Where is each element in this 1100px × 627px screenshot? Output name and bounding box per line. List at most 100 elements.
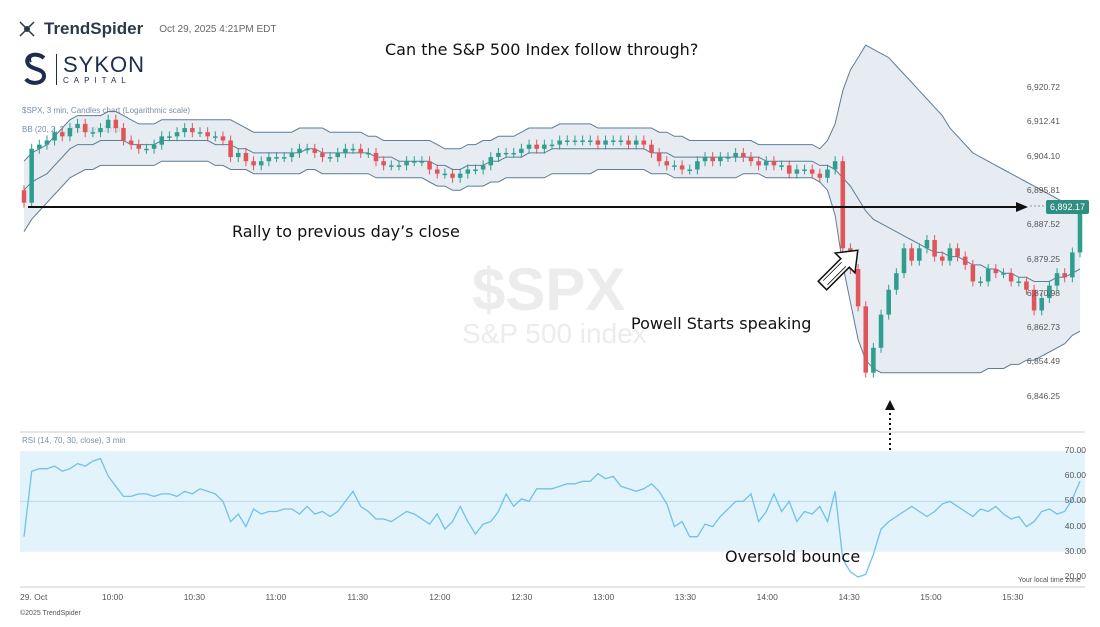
candle (886, 289, 891, 315)
candle (411, 161, 417, 163)
candle (679, 165, 685, 170)
x-tick-label: 12:30 (511, 592, 533, 602)
timestamp: Oct 29, 2025 4:21PM EDT (159, 23, 277, 35)
candle (450, 173, 455, 178)
candle (144, 148, 149, 151)
candle (82, 123, 88, 133)
candle (21, 190, 27, 203)
candle (603, 140, 608, 145)
y-tick-label: 6,870.98 (1026, 287, 1060, 298)
candle (404, 161, 409, 166)
candle (434, 169, 440, 174)
candle (718, 157, 723, 162)
candle (809, 169, 815, 174)
candle (320, 152, 325, 158)
candle (220, 136, 226, 141)
candle (863, 306, 869, 373)
y-tick-label: 6,912.41 (1026, 116, 1060, 127)
candle (978, 281, 983, 283)
bollinger-band-fill (24, 45, 1080, 373)
candle (656, 152, 662, 162)
candle (1001, 273, 1006, 275)
candle (151, 144, 157, 149)
bollinger-upper-line (23, 44, 1080, 204)
candle (947, 248, 953, 261)
candle (1008, 273, 1014, 282)
candle (672, 165, 677, 167)
candle (480, 165, 486, 170)
candle (44, 140, 50, 145)
rsi-tick-label: 70.00 (1064, 445, 1086, 456)
y-tick-label: 6,887.52 (1026, 219, 1060, 230)
candle (473, 169, 478, 172)
candle (389, 165, 394, 167)
candle (98, 128, 103, 133)
current-price-tag: 6,892.17 (1046, 200, 1090, 214)
y-tick-label: 6,862.73 (1026, 322, 1060, 333)
candle (985, 269, 991, 282)
candle (741, 152, 746, 158)
candle (343, 148, 348, 153)
x-tick-label: 13:00 (592, 592, 615, 602)
y-tick-label: 6,846.25 (1026, 390, 1060, 401)
candle (442, 173, 448, 176)
candle (289, 152, 295, 158)
candle (1047, 285, 1052, 299)
copyright: ©2025 TrendSpider (20, 610, 81, 617)
candle (909, 248, 914, 261)
powell-annotation: Powell Starts speaking (631, 314, 812, 333)
candle (626, 140, 631, 145)
candle (281, 157, 287, 159)
candle (396, 165, 402, 167)
candle (710, 157, 715, 162)
candle (167, 136, 172, 138)
candle (557, 140, 562, 145)
candle (1031, 289, 1037, 311)
symbol-legend: $SPX, 3 min, Candles chart (Logarithmic … (22, 106, 191, 115)
candle (358, 148, 363, 153)
chart-title: Can the S&P 500 Index follow through? (385, 40, 699, 59)
candle (526, 144, 532, 149)
candle (258, 161, 264, 166)
candle (29, 148, 34, 203)
candle (511, 152, 517, 155)
sykon-name: SYKON (63, 51, 146, 77)
y-tick-label: 6,895.81 (1026, 185, 1060, 196)
oversold-arrowhead (885, 400, 895, 410)
x-tick-label: 15:00 (920, 592, 942, 602)
candle (312, 148, 318, 153)
candle (128, 140, 134, 145)
x-tick-label: 14:00 (756, 592, 778, 602)
candle (993, 269, 999, 274)
candle (970, 264, 976, 282)
candle (174, 132, 180, 137)
x-tick-label: 10:30 (183, 592, 205, 602)
rsi-line (23, 457, 1081, 578)
candle (871, 347, 876, 373)
candle (779, 165, 784, 167)
watermark-name: S&P 500 index (462, 318, 647, 349)
spider-logo-icon (19, 21, 35, 37)
y-tick-label: 6,904.10 (1026, 150, 1060, 161)
candle (213, 136, 218, 138)
y-tick-label: 6,920.72 (1026, 81, 1060, 92)
candle (794, 169, 800, 174)
candle (457, 173, 463, 178)
candle (274, 157, 279, 159)
candle (121, 128, 126, 141)
sykon-sub: CAPITAL (63, 75, 131, 85)
candle (427, 161, 432, 170)
candle (1039, 298, 1045, 311)
candle (733, 152, 738, 158)
rsi-tick-label: 40.00 (1064, 520, 1086, 531)
candle (962, 256, 968, 265)
candle (1016, 281, 1022, 283)
candle (488, 157, 494, 166)
candle (197, 132, 203, 134)
candle (534, 144, 539, 149)
candle (825, 169, 830, 178)
candle (335, 152, 341, 158)
rsi-legend: RSI (14, 70, 30, close), 3 min (22, 436, 126, 445)
candle (381, 161, 386, 166)
